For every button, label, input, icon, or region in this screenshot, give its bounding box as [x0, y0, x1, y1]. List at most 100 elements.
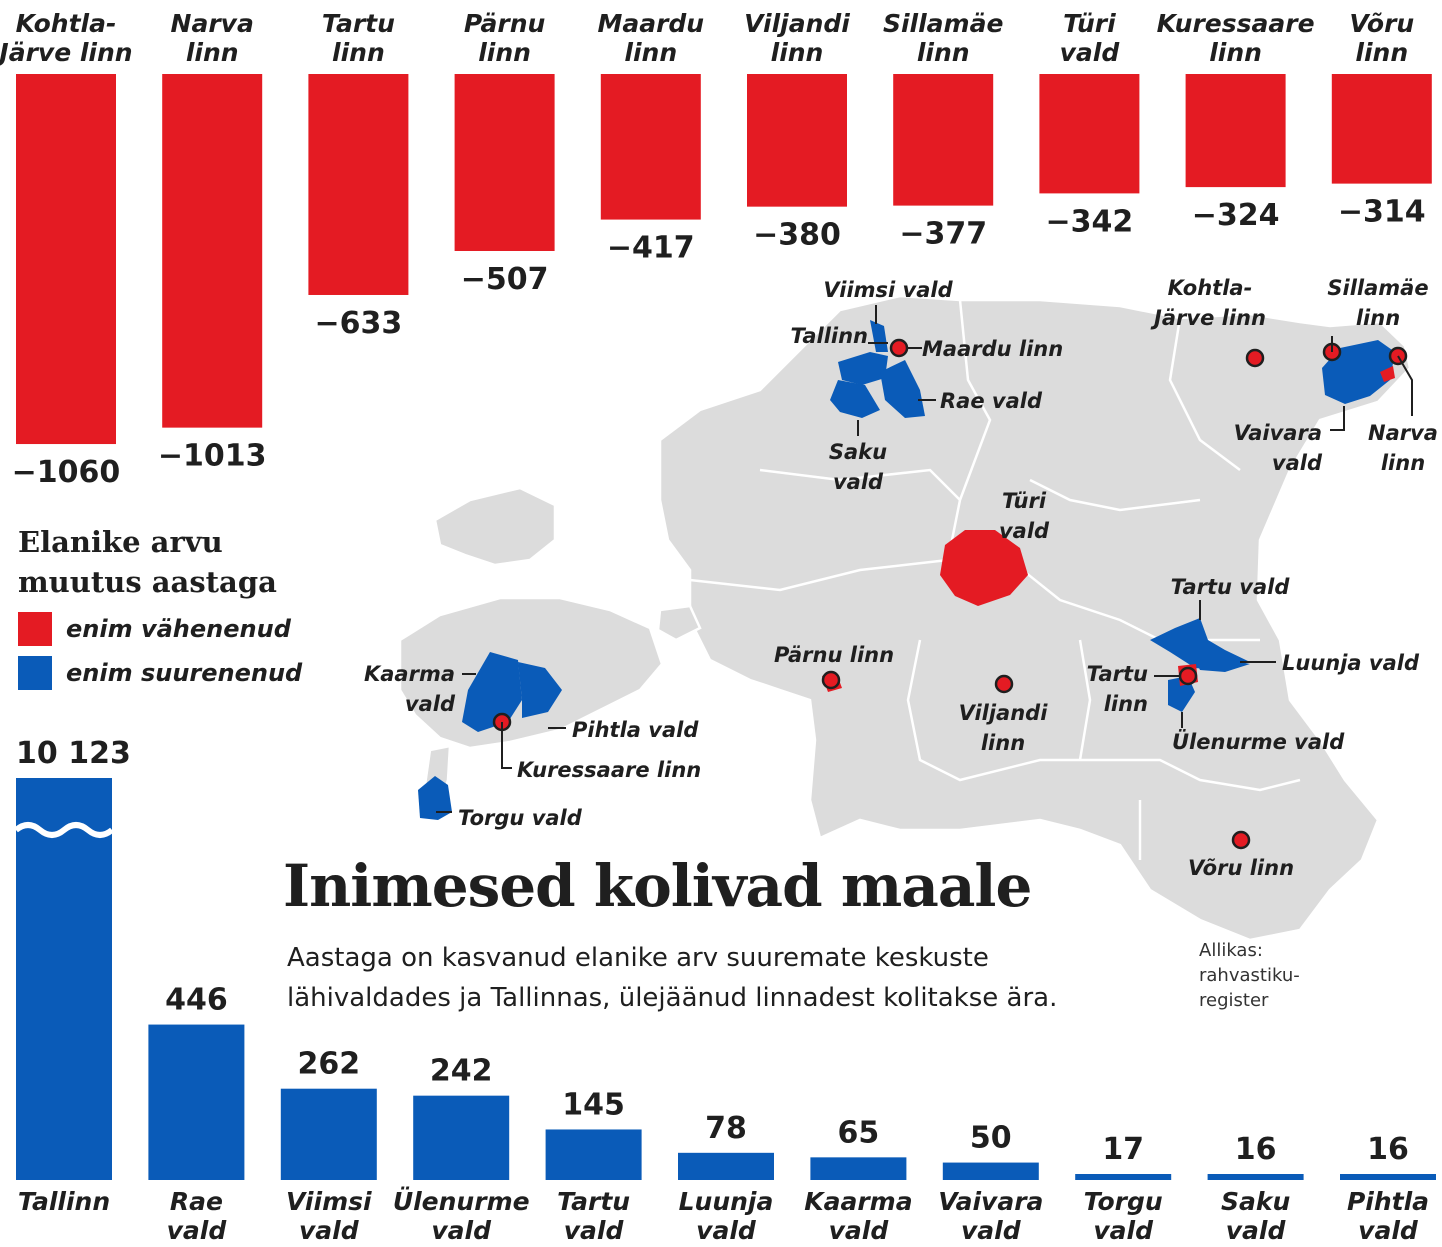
source-note: Allikas: rahvastiku- register: [1199, 938, 1349, 1013]
legend-swatch-decline: [18, 612, 52, 646]
decline-value-label: −507: [461, 262, 549, 297]
growth-bar-lenurme-vald: [413, 1095, 510, 1180]
growth-value-label: 50: [970, 1121, 1012, 1156]
rae-region: [880, 360, 925, 418]
map-label-sillamae: Sillamäe: [1327, 276, 1428, 300]
growth-bar-chart: 10 123Tallinn446Raevald262Viimsivald242Ü…: [14, 736, 1436, 1245]
subtitle: Aastaga on kasvanud elanike arv suuremat…: [287, 943, 1058, 1013]
growth-value-label: 145: [562, 1087, 625, 1122]
map-label-tallinn: Tallinn: [791, 324, 869, 348]
turi-vald-region: [940, 530, 1028, 606]
decline-bar-viljandi-linn: [747, 74, 847, 207]
map-label-viljandi: linn: [981, 731, 1025, 755]
legend-item-decline: enim vähenenud: [18, 612, 302, 646]
decline-value-label: −633: [315, 306, 403, 341]
decline-bar-maardu-linn: [600, 74, 701, 220]
source-line-2: rahvastiku-: [1199, 965, 1300, 986]
saku-region: [830, 380, 880, 418]
map-label-narva: linn: [1381, 451, 1425, 475]
map-label-ulenurme: Ülenurme vald: [1172, 729, 1345, 754]
legend-item-growth: enim suurenenud: [18, 656, 302, 690]
torgu-region: [418, 776, 452, 820]
growth-value-label: 10 123: [16, 736, 131, 771]
decline-value-label: −342: [1046, 204, 1134, 239]
growth-value-label: 16: [1367, 1132, 1409, 1167]
map-label-tartulinn: Tartu: [1087, 662, 1148, 686]
axis-break-mark: [14, 822, 114, 838]
growth-bar-rae-vald: [148, 1024, 245, 1180]
growth-bar-saku-vald: [1207, 1174, 1304, 1180]
decline-category-label: linn: [771, 38, 824, 67]
city-marker: [1231, 830, 1251, 850]
decline-category-label: Kohtla-: [16, 9, 117, 38]
decline-category-label: linn: [1209, 38, 1262, 67]
growth-value-label: 65: [838, 1115, 880, 1150]
map-label-maardu: Maardu linn: [922, 337, 1063, 361]
growth-bar-luunja-vald: [678, 1152, 774, 1180]
decline-bar-tartu-linn: [308, 74, 409, 295]
growth-category-label: vald: [431, 1216, 492, 1245]
growth-category-label: Rae: [170, 1187, 223, 1216]
growth-category-label: vald: [1358, 1216, 1419, 1245]
city-marker: [994, 674, 1014, 694]
decline-value-label: −314: [1338, 195, 1426, 230]
map-label-tartulinn: linn: [1104, 692, 1148, 716]
decline-category-label: Narva: [171, 9, 254, 38]
decline-bar-chart: Kohtla-Järve linn−1060Narvalinn−1013Tart…: [0, 9, 1432, 490]
map-label-sillamae: linn: [1356, 306, 1400, 330]
map-label-tartuvald: Tartu vald: [1171, 575, 1291, 599]
map-regions-growth: [418, 320, 1395, 820]
source-line-3: register: [1199, 990, 1269, 1011]
map-label-voru: Võru linn: [1188, 856, 1294, 880]
growth-category-label: vald: [696, 1216, 757, 1245]
growth-category-label: Kaarma: [804, 1187, 912, 1216]
growth-category-label: Ülenurme: [393, 1186, 530, 1216]
legend: Elanike arvu muutus aastaga enim vähenen…: [18, 522, 302, 690]
map-label-turi: vald: [999, 519, 1050, 543]
growth-bar-viimsi-vald: [280, 1088, 377, 1180]
growth-value-label: 262: [297, 1047, 360, 1082]
map-label-saku: vald: [833, 470, 884, 494]
map-regions-decline: [940, 530, 1028, 606]
map-label-parnu: Pärnu linn: [774, 643, 894, 667]
decline-value-label: −324: [1192, 198, 1280, 233]
page-title: Inimesed kolivad maale: [283, 852, 1032, 920]
growth-category-label: vald: [564, 1216, 625, 1245]
decline-value-label: −1013: [158, 439, 267, 474]
map-label-rae: Rae vald: [940, 389, 1043, 413]
growth-category-label: Tallinn: [18, 1187, 110, 1216]
growth-value-label: 446: [165, 983, 228, 1018]
growth-category-label: Tartu: [557, 1187, 630, 1216]
hiiumaa-shape: [433, 486, 557, 567]
leader-lines: [436, 305, 1413, 813]
narva-accent: [1380, 366, 1395, 382]
decline-bar-narva-linn: [162, 74, 263, 428]
legend-swatch-growth: [18, 656, 52, 690]
growth-category-label: vald: [167, 1216, 228, 1245]
decline-category-label: linn: [478, 38, 531, 67]
decline-category-label: Türi: [1063, 9, 1116, 38]
growth-value-label: 16: [1235, 1132, 1277, 1167]
legend-label-decline: enim vähenenud: [66, 615, 291, 643]
growth-bar-pihtla-vald: [1340, 1174, 1436, 1180]
estonia-map: Viimsi vald Tallinn Maardu linn Rae vald Sak…: [364, 276, 1438, 942]
map-label-viimsi: Viimsi vald: [823, 278, 953, 302]
muhu-shape: [656, 604, 702, 642]
growth-category-label: Saku: [1221, 1187, 1291, 1216]
decline-category-label: linn: [186, 38, 239, 67]
growth-category-label: vald: [829, 1216, 890, 1245]
map-label-kohtla: Järve linn: [1150, 306, 1266, 330]
map-label-saku: Saku: [829, 440, 887, 464]
luunja-region: [1195, 660, 1250, 672]
map-label-luunja: Luunja vald: [1282, 651, 1420, 675]
map-label-viljandi: Viljandi: [959, 701, 1049, 725]
decline-value-label: −377: [899, 217, 987, 252]
decline-category-label: Võru: [1349, 9, 1414, 38]
city-marker: [1245, 348, 1265, 368]
decline-bar-t-ri-vald: [1039, 74, 1140, 194]
legend-title-line-1: Elanike arvu: [18, 525, 223, 559]
decline-category-label: Järve linn: [0, 38, 133, 67]
map-label-narva: Narva: [1368, 421, 1438, 445]
pihtla-region: [518, 662, 562, 718]
